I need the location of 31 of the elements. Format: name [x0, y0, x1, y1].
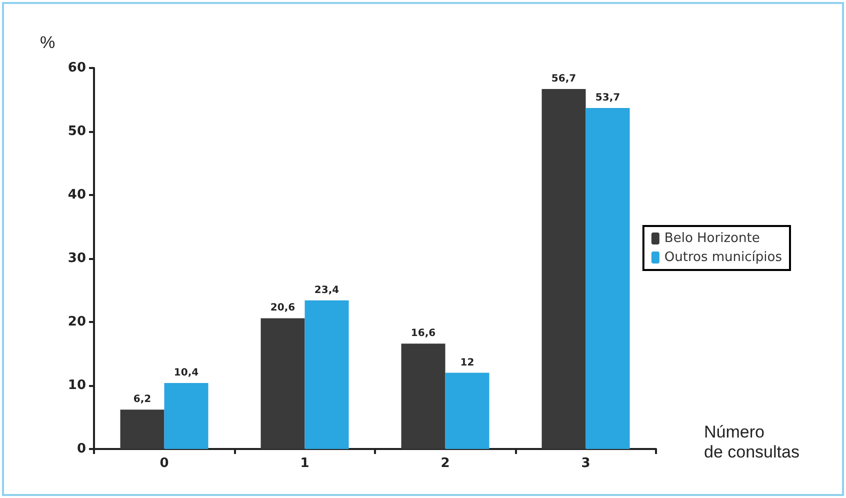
data-label: 16,6 [410, 328, 436, 340]
bar [304, 300, 349, 449]
x-tick-label: 1 [300, 456, 310, 471]
y-tick-label: 30 [68, 251, 86, 266]
y-axis-title: % [40, 33, 56, 52]
data-label: 12 [460, 357, 474, 368]
bar [586, 108, 630, 449]
x-tick-label: 2 [440, 456, 450, 471]
data-label: 56,7 [551, 73, 576, 84]
bar [401, 344, 446, 449]
y-tick-label: 60 [68, 60, 86, 76]
bar [120, 410, 164, 449]
data-label: 53,7 [595, 92, 620, 104]
data-label: 23,4 [314, 284, 340, 296]
bar [542, 88, 586, 449]
data-label: 20,6 [270, 302, 296, 314]
x-axis-title: Número de consultas [704, 422, 800, 462]
data-label: 6,2 [133, 394, 152, 406]
x-tick-label: 3 [581, 456, 590, 471]
x-tick-label: 0 [160, 456, 169, 471]
data-label: 10,4 [174, 367, 199, 378]
y-tick-label: 0 [76, 442, 86, 456]
bar [164, 382, 208, 449]
y-tick-label: 10 [68, 378, 86, 393]
bar [445, 372, 490, 449]
y-tick-label: 50 [68, 124, 86, 139]
y-tick-label: 20 [68, 314, 86, 330]
legend-label: Outros municípios [664, 250, 782, 265]
y-tick-label: 40 [68, 188, 86, 202]
legend-label: Belo Horizonte [664, 231, 760, 246]
bar [260, 318, 305, 449]
